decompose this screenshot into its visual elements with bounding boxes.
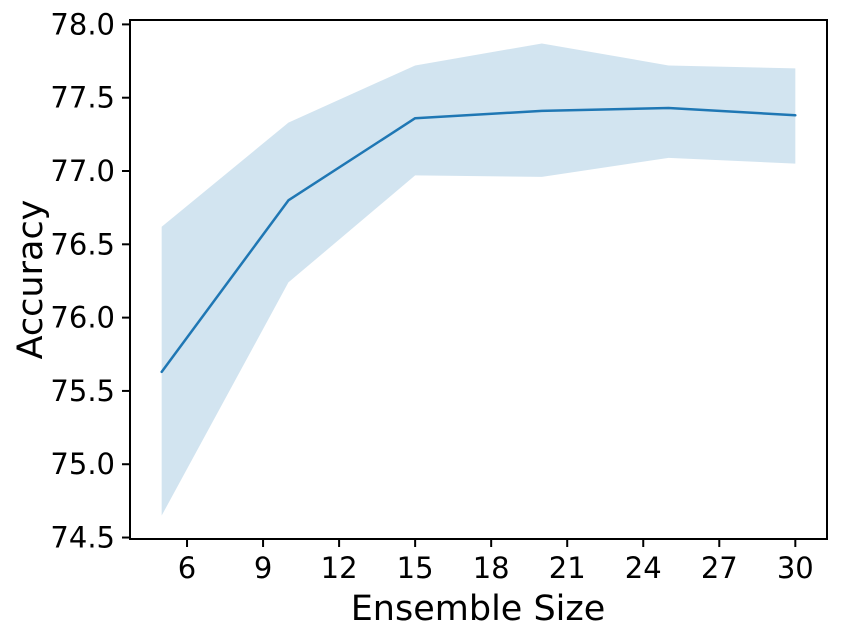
y-tick-label: 74.5 [50,521,115,555]
y-tick-label: 76.5 [50,227,115,261]
y-axis-label: Accuracy [11,200,51,360]
y-tick-label: 77.0 [50,154,115,188]
x-tick-label: 24 [625,551,662,585]
axes-spines [129,19,828,540]
x-tick-label: 15 [397,551,434,585]
tick-layer: 6 9 12 15 18 21 24 27 30 74.5 75.0 75.5 76.0 76.5 77.0… [50,7,813,585]
x-tick-label: 21 [549,551,586,585]
confidence-band-layer [161,43,796,516]
y-tick-label: 76.0 [50,301,115,335]
data-line-layer [160,106,797,374]
y-tick-label: 75.0 [50,447,115,481]
y-tick-label: 75.5 [50,374,115,408]
x-tick-label: 6 [178,551,196,585]
x-tick-label: 27 [701,551,738,585]
mean-accuracy-line [160,106,797,374]
confidence-band [161,43,796,516]
x-tick-label: 12 [321,551,358,585]
x-tick-label: 9 [254,551,272,585]
y-tick-label: 78.0 [50,7,115,41]
x-tick-label: 30 [777,551,814,585]
x-axis-label: Ensemble Size [351,589,606,629]
x-tick-label: 18 [473,551,510,585]
y-tick-label: 77.5 [50,81,115,115]
